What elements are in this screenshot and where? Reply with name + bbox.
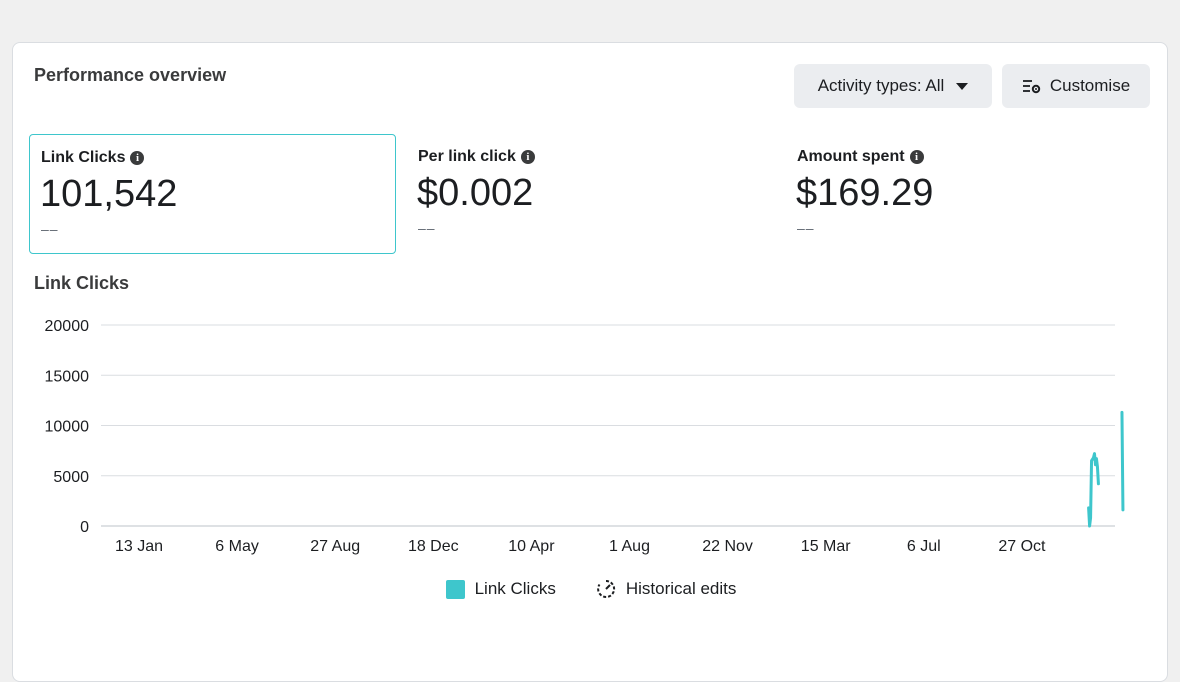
- metric-value: $0.002: [417, 172, 534, 214]
- legend-label: Historical edits: [625, 579, 737, 598]
- chart-legend: Link Clicks Historical edits: [13, 579, 1169, 599]
- x-tick-label: 6 May: [215, 538, 259, 555]
- metric-label: Per link click: [418, 148, 516, 165]
- metric-value: $169.29: [796, 172, 934, 214]
- link-clicks-chart: 20000 15000 10000 5000 0 13 Jan 6 May 27 Aug 18 …: [45, 318, 1125, 555]
- activity-types-dropdown[interactable]: Activity types: All: [794, 64, 992, 108]
- series-line-link-clicks: [1120, 410, 1125, 512]
- legend-link-clicks[interactable]: Link Clicks: [445, 579, 556, 599]
- caret-down-icon: [956, 82, 969, 90]
- legend-swatch: [445, 579, 465, 599]
- metric-delta: ––: [41, 221, 59, 237]
- legend-label: Link Clicks: [474, 579, 556, 598]
- info-icon[interactable]: i: [909, 150, 924, 164]
- metric-delta: ––: [418, 220, 436, 236]
- x-tick-label: 13 Jan: [115, 538, 163, 555]
- metric-label-wrap: Link Clicks i: [41, 149, 145, 167]
- historical-edits-icon: [596, 579, 616, 599]
- metric-per-link-click[interactable]: Per link click i $0.002 ––: [407, 134, 774, 254]
- x-tick-label: 22 Nov: [702, 538, 753, 555]
- chart-title: Link Clicks: [34, 273, 130, 293]
- customise-button[interactable]: Customise: [1002, 64, 1150, 108]
- metric-label-wrap: Amount spent i: [797, 148, 924, 166]
- series-line-link-clicks: [1087, 452, 1100, 528]
- info-icon[interactable]: i: [520, 150, 535, 164]
- x-tick-label: 6 Jul: [907, 538, 941, 555]
- x-tick-label: 1 Aug: [609, 538, 650, 555]
- metric-label: Link Clicks: [41, 149, 126, 166]
- x-tick-label: 27 Aug: [310, 538, 360, 555]
- metric-link-clicks[interactable]: Link Clicks i 101,542 ––: [29, 134, 396, 254]
- y-tick-label: 15000: [45, 368, 90, 385]
- x-tick-label: 18 Dec: [408, 538, 459, 555]
- activity-types-label: Activity types: All: [817, 76, 945, 95]
- metric-label-wrap: Per link click i: [418, 148, 535, 166]
- y-tick-label: 0: [80, 519, 89, 536]
- y-tick-label: 20000: [45, 318, 90, 335]
- y-tick-label: 10000: [45, 419, 90, 436]
- info-icon[interactable]: i: [130, 151, 145, 165]
- x-tick-label: 10 Apr: [508, 538, 555, 555]
- metric-value: 101,542: [40, 173, 178, 215]
- card-title: Performance overview: [34, 65, 227, 85]
- metric-delta: ––: [797, 220, 815, 236]
- x-tick-label: 27 Oct: [998, 538, 1046, 555]
- legend-historical-edits[interactable]: Historical edits: [596, 579, 737, 599]
- customise-label: Customise: [1049, 76, 1131, 95]
- x-tick-label: 15 Mar: [801, 538, 851, 555]
- performance-overview-card: Performance overview Activity types: All…: [12, 42, 1168, 682]
- customise-icon: [1022, 78, 1042, 94]
- metric-label: Amount spent: [797, 148, 905, 165]
- metric-amount-spent[interactable]: Amount spent i $169.29 ––: [786, 134, 1153, 254]
- y-tick-label: 5000: [53, 469, 89, 486]
